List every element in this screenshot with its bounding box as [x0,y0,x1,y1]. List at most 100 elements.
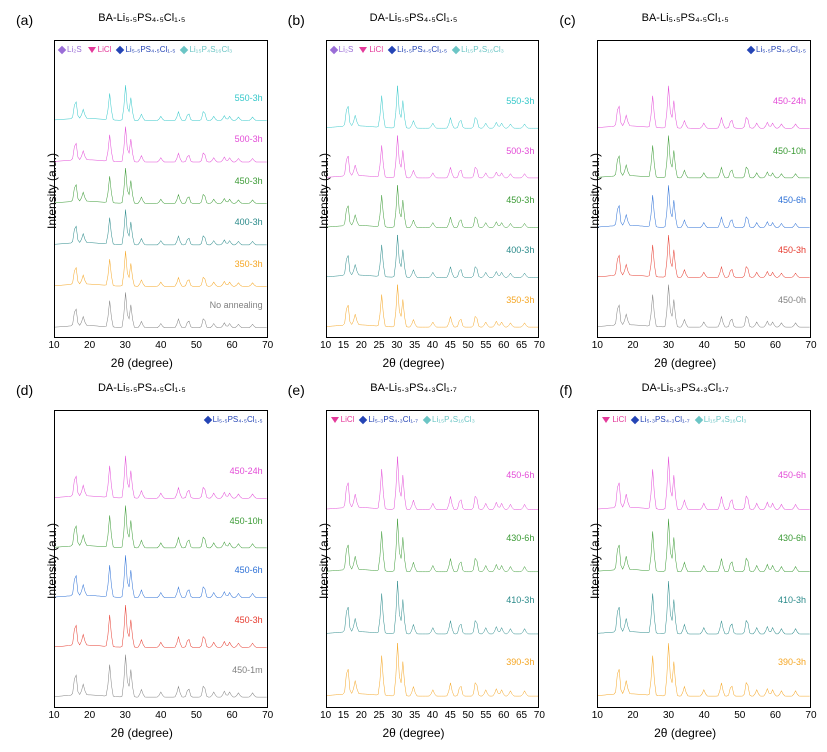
x-tick-label: 10 [320,340,331,351]
x-tick-label: 65 [516,340,527,351]
panel-label: (f) [559,382,572,398]
x-axis-label: 2θ (degree) [382,726,444,740]
legend-item: LiCl [331,415,355,424]
x-ticks: 10203040506070 [597,340,811,354]
legend-label: Li₁₅P₄S₁₆Cl₃ [189,45,232,54]
panel-a: (a)BA-Li₅.₅PS₄.₅Cl₁.₅Intensity (a.u.)2θ … [10,10,274,372]
x-tick-label: 40 [155,710,166,721]
x-tick-label: 60 [226,340,237,351]
x-tick-label: 30 [663,340,674,351]
legend: Li₂S LiCl Li₅.₅PS₄.₅Cl₁.₅ Li₁₅P₄S₁₆Cl₃ [329,43,537,56]
x-tick-label: 20 [627,710,638,721]
x-tick-label: 30 [120,710,131,721]
legend-marker-icon [602,417,610,423]
x-tick-label: 70 [262,340,273,351]
legend-item: Li₁₅P₄S₁₆Cl₃ [424,415,475,424]
legend-item: Li₁₅P₄S₁₆Cl₃ [696,415,747,424]
xrd-trace [55,605,267,647]
legend-marker-icon [329,45,337,53]
xrd-trace [55,506,267,548]
plot-area: LiClLi₅.₃PS₄.₃Cl₁.₇Li₁₅P₄S₁₆Cl₃450-6h430… [597,410,811,708]
x-tick-label: 50 [734,710,745,721]
panel-title: BA-Li₅.₅PS₄.₅Cl₁.₅ [98,12,185,24]
panel-label: (a) [16,12,33,28]
xrd-traces [327,411,539,707]
xrd-trace [55,168,267,203]
figure-grid: (a)BA-Li₅.₅PS₄.₅Cl₁.₅Intensity (a.u.)2θ … [10,10,817,742]
legend-marker-icon [452,45,460,53]
xrd-traces [55,41,267,337]
legend-item: Li₅.₃PS₄.₃Cl₁.₇ [360,415,418,424]
panel-label: (c) [559,12,575,28]
x-tick-label: 65 [516,710,527,721]
xrd-trace [327,285,539,327]
x-tick-label: 45 [445,340,456,351]
xrd-trace [327,136,539,178]
x-tick-label: 10 [48,710,59,721]
x-tick-label: 30 [663,710,674,721]
x-tick-label: 40 [699,340,710,351]
x-tick-label: 70 [262,710,273,721]
x-axis-label: 2θ (degree) [654,726,716,740]
legend-item: LiCl [88,45,112,54]
panel-b: (b)DA-Li₅.₅PS₄.₅Cl₁.₅Intensity (a.u.)2θ … [282,10,546,372]
legend-item: Li₅.₃PS₄.₃Cl₁.₇ [632,415,690,424]
xrd-trace [598,643,810,696]
panel-title: DA-Li₅.₅PS₄.₅Cl₁.₅ [98,382,186,394]
x-tick-label: 20 [627,340,638,351]
xrd-trace [55,456,267,498]
x-tick-label: 70 [805,340,816,351]
x-ticks: 10152025303540455055606570 [326,710,540,724]
legend-item: Li₂S [331,45,354,54]
legend-item: Li₅.₅PS₄.₅Cl₁.₅ [117,45,175,54]
legend-label: Li₁₅P₄S₁₆Cl₃ [461,45,504,54]
legend-item: Li₅.₅PS₄.₅Cl₁.₅ [389,45,447,54]
legend-item: LiCl [359,45,383,54]
xrd-trace [327,457,539,510]
x-axis-label: 2θ (degree) [111,726,173,740]
legend-label: Li₂S [67,45,82,54]
x-tick-label: 60 [770,710,781,721]
x-tick-label: 40 [155,340,166,351]
x-tick-label: 50 [463,710,474,721]
plot-area: Li₂SLiClLi₅.₅PS₄.₅Cl₁.₅Li₁₅P₄S₁₆Cl₃550-3… [326,40,540,338]
legend-marker-icon [88,47,96,53]
x-tick-label: 20 [84,340,95,351]
xrd-traces [598,41,810,337]
x-ticks: 10152025303540455055606570 [326,340,540,354]
x-tick-label: 40 [427,340,438,351]
panel-e: (e)BA-Li₅.₃PS₄.₃Cl₁.₇Intensity (a.u.)2θ … [282,380,546,742]
panel-title: BA-Li₅.₅PS₄.₅Cl₁.₅ [642,12,729,24]
legend-label: Li₅.₅PS₄.₅Cl₁.₅ [397,45,447,54]
legend: Li₅.₅PS₄.₅Cl₁.₅ [600,43,808,56]
x-tick-label: 40 [699,710,710,721]
x-axis-label: 2θ (degree) [654,356,716,370]
x-ticks: 10203040506070 [54,710,268,724]
xrd-trace [598,457,810,510]
panel-c: (c)BA-Li₅.₅PS₄.₅Cl₁.₅Intensity (a.u.)2θ … [553,10,817,372]
xrd-trace [55,555,267,597]
xrd-trace [327,86,539,128]
legend: LiClLi₅.₃PS₄.₃Cl₁.₇Li₁₅P₄S₁₆Cl₃ [600,413,808,426]
xrd-traces [55,411,267,707]
xrd-trace [55,85,267,120]
x-tick-label: 70 [534,340,545,351]
x-tick-label: 10 [592,340,603,351]
x-axis-label: 2θ (degree) [382,356,444,370]
x-tick-label: 45 [445,710,456,721]
panel-label: (d) [16,382,33,398]
legend-marker-icon [58,45,66,53]
xrd-trace [598,581,810,634]
legend: LiCl Li₅.₃PS₄.₃Cl₁.₇ Li₁₅P₄S₁₆Cl₃ [329,413,537,426]
panel-label: (e) [288,382,305,398]
legend: Li₅.₅PS₄.₅Cl₁.₅ [57,413,265,426]
x-tick-label: 30 [391,710,402,721]
panel-title: BA-Li₅.₃PS₄.₃Cl₁.₇ [370,382,457,394]
panel-f: (f)DA-Li₅.₃PS₄.₃Cl₁.₇Intensity (a.u.)2θ … [553,380,817,742]
xrd-trace [55,210,267,245]
x-tick-label: 35 [409,340,420,351]
x-tick-label: 70 [805,710,816,721]
legend-label: Li₅.₃PS₄.₃Cl₁.₇ [368,415,418,424]
xrd-traces [598,411,810,707]
legend-label: Li₅.₅PS₄.₅Cl₁.₅ [213,415,263,424]
